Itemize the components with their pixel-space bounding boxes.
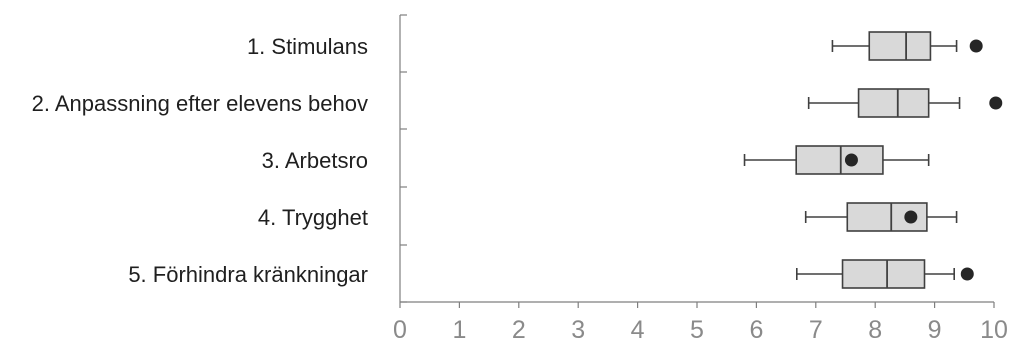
x-tick-labels: 0 1 2 3 4 5 6 7 8 9 10 bbox=[393, 316, 1008, 344]
x-tick-label: 2 bbox=[512, 316, 526, 344]
category-labels: 1. Stimulans 2. Anpassning efter elevens … bbox=[32, 34, 368, 287]
x-tick-label: 9 bbox=[928, 316, 942, 344]
interquartile-box bbox=[841, 259, 926, 289]
marker-point bbox=[960, 267, 974, 281]
category-label: 2. Anpassning efter elevens behov bbox=[32, 91, 368, 116]
category-label: 5. Förhindra kränkningar bbox=[128, 262, 368, 287]
x-tick-label: 4 bbox=[631, 316, 645, 344]
box-group bbox=[743, 145, 930, 175]
box-group bbox=[795, 259, 974, 289]
boxes bbox=[743, 31, 1003, 289]
interquartile-box bbox=[857, 88, 930, 118]
marker-point bbox=[989, 96, 1003, 110]
category-label: 3. Arbetsro bbox=[262, 148, 368, 173]
category-label: 1. Stimulans bbox=[247, 34, 368, 59]
box-group bbox=[831, 31, 983, 61]
box-group bbox=[807, 88, 1003, 118]
axes bbox=[399, 14, 995, 308]
x-tick-label: 7 bbox=[809, 316, 823, 344]
category-label: 4. Trygghet bbox=[258, 205, 368, 230]
x-tick-label: 5 bbox=[690, 316, 704, 344]
marker-point bbox=[904, 210, 918, 224]
x-tick-label: 10 bbox=[980, 316, 1008, 344]
x-tick-label: 1 bbox=[452, 316, 466, 344]
x-tick-label: 0 bbox=[393, 316, 407, 344]
x-tick-label: 6 bbox=[749, 316, 763, 344]
x-tick-label: 3 bbox=[571, 316, 585, 344]
interquartile-box bbox=[868, 31, 932, 61]
box-group bbox=[804, 202, 958, 232]
marker-point bbox=[844, 153, 858, 167]
interquartile-box bbox=[795, 145, 884, 175]
interquartile-box bbox=[846, 202, 928, 232]
marker-point bbox=[969, 39, 983, 53]
x-tick-label: 8 bbox=[868, 316, 882, 344]
